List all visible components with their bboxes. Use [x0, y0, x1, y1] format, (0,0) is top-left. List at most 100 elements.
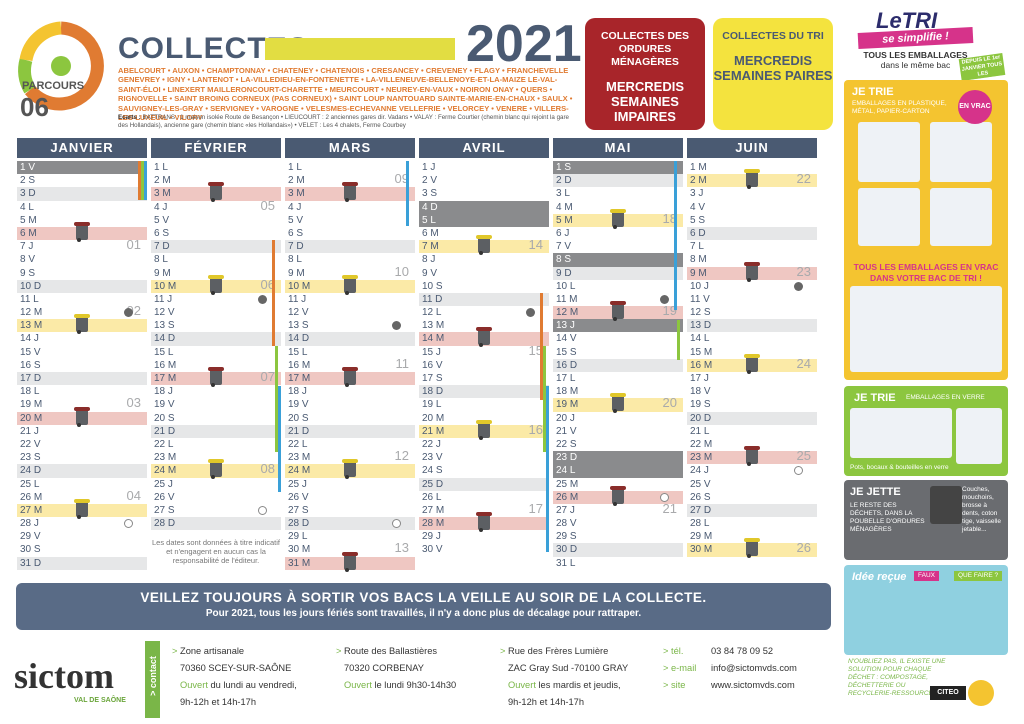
- day-row: 2 M: [151, 174, 281, 187]
- panel-idee-recue: Idée reçue FAUX QUE FAIRE ?: [844, 565, 1008, 655]
- school-holiday-bar: [278, 386, 281, 492]
- day-label: 30 D: [556, 544, 578, 556]
- day-row: 17 M: [285, 367, 415, 387]
- day-label: 3 M: [154, 188, 171, 200]
- week-number: 19: [662, 303, 677, 319]
- day-label: 20 M: [20, 412, 43, 424]
- day-label: 18 M: [556, 386, 579, 398]
- day-label: 4 J: [288, 201, 302, 213]
- day-label: 27 M: [20, 504, 43, 516]
- day-label: 6 D: [690, 227, 706, 239]
- day-label: 24 S: [422, 465, 443, 477]
- day-label: 17 M: [288, 373, 311, 384]
- tri-bin-icon: [74, 498, 90, 519]
- week-number: 17: [528, 500, 543, 516]
- day-label: 13 J: [556, 320, 575, 332]
- day-label: 14 D: [154, 333, 176, 345]
- day-row: 29 V: [17, 530, 147, 543]
- om-bin-icon: [610, 485, 626, 506]
- day-label: 27 J: [556, 504, 575, 516]
- day-label: 28 V: [556, 518, 577, 530]
- day-row: 23 D: [553, 451, 683, 465]
- day-row: 15 M: [687, 346, 817, 359]
- day-label: 19 M: [20, 399, 43, 411]
- day-label: 5 V: [288, 214, 304, 226]
- full-moon-icon: [392, 321, 401, 331]
- day-row: 27 M 17: [419, 500, 549, 517]
- day-row: 1 J: [419, 161, 549, 174]
- day-row: 9 V: [419, 267, 549, 280]
- week-number: 24: [796, 355, 811, 371]
- day-label: 25 L: [20, 478, 40, 490]
- day-row: 5 M: [17, 214, 147, 227]
- title-accent-bar: [265, 38, 455, 60]
- day-label: 14 D: [288, 333, 310, 345]
- week-number: 10: [394, 263, 409, 279]
- day-row: 9 M 10: [285, 263, 415, 280]
- week-number: 05: [260, 197, 275, 213]
- day-row: 13 M: [17, 314, 147, 335]
- panel-glass-sub: EMBALLAGES EN VERRE: [906, 394, 985, 401]
- day-label: 15 V: [20, 346, 41, 358]
- day-row: 6 M: [419, 227, 549, 240]
- syteom-logo: [968, 680, 994, 706]
- site-label: > site: [663, 680, 686, 690]
- day-row: 4 L: [17, 201, 147, 214]
- day-label: 5 L: [422, 214, 436, 226]
- day-row: 28 L: [687, 517, 817, 530]
- tri-bin-icon: [476, 419, 492, 440]
- addr3-hours1: les mardis et jeudis,: [535, 680, 621, 690]
- cans-image: [930, 122, 992, 182]
- day-label: 29 S: [556, 531, 577, 543]
- day-row: 4 J 05: [151, 197, 281, 214]
- om-collection-box: COLLECTES DES ORDURES MÉNAGÈRES MERCREDI…: [585, 18, 705, 130]
- panel-waste-sub: LE RESTE DES DÉCHETS, DANS LA POUBELLE D…: [850, 502, 925, 533]
- day-label: 8 L: [154, 254, 168, 266]
- addr3-hours2: 9h-12h et 14h-17h: [508, 697, 584, 707]
- day-row: 24 L: [553, 464, 683, 478]
- day-row: 18 J: [151, 385, 281, 398]
- day-label: 15 S: [556, 346, 577, 358]
- day-row: 8 L: [151, 253, 281, 266]
- day-label: 16 M: [690, 359, 713, 371]
- mail-link[interactable]: info@sictomvds.com: [711, 663, 797, 673]
- addr1-hours1: du lundi au vendredi,: [207, 680, 297, 690]
- day-label: 10 D: [20, 280, 42, 292]
- day-row: 19 V: [285, 398, 415, 411]
- contact-tab-label: > contact: [148, 656, 158, 696]
- day-label: 22 V: [20, 438, 41, 450]
- day-label: 9 M: [288, 267, 305, 279]
- day-label: 2 D: [556, 175, 572, 187]
- day-label: 3 L: [556, 188, 570, 200]
- address-scey: > Zone artisanale 70360 SCEY-SUR-SAÔNE O…: [172, 643, 297, 711]
- site-link[interactable]: www.sictomvds.com: [711, 680, 795, 690]
- day-label: 30 M: [690, 544, 713, 556]
- day-row: 30 D: [553, 543, 683, 557]
- day-label: 6 S: [154, 227, 170, 239]
- day-label: 1 J: [422, 162, 436, 173]
- day-row: 20 S: [285, 412, 415, 425]
- om-bin-icon: [342, 367, 358, 387]
- tel-value[interactable]: 03 84 78 09 52: [711, 646, 774, 656]
- school-holiday-bar: [546, 386, 549, 552]
- tri-title: COLLECTES DU TRI: [722, 30, 824, 42]
- day-row: 14 M: [419, 327, 549, 348]
- day-row: 10 M 06: [151, 274, 281, 295]
- ecarts-label: Ecarts :: [118, 114, 141, 121]
- waste-bag-image: [930, 486, 962, 524]
- day-label: 25 J: [154, 478, 173, 490]
- day-label: 12 M: [556, 307, 579, 319]
- day-label: 4 J: [154, 201, 168, 213]
- day-row: 4 D: [419, 200, 549, 214]
- day-label: 19 L: [422, 399, 442, 411]
- week-number: 01: [126, 237, 141, 253]
- day-row: 30 S: [17, 543, 147, 556]
- month-header: MAI: [553, 138, 683, 158]
- day-row: 23 S: [17, 451, 147, 464]
- panel-waste-items: Couches, mouchoirs, brosse à dents, coto…: [962, 486, 1002, 533]
- week-number: 03: [126, 395, 141, 411]
- day-row: 20 D: [687, 411, 817, 425]
- day-row: 17 M 07: [151, 367, 281, 387]
- day-label: 25 D: [422, 478, 444, 490]
- tri-bin-icon: [208, 459, 224, 480]
